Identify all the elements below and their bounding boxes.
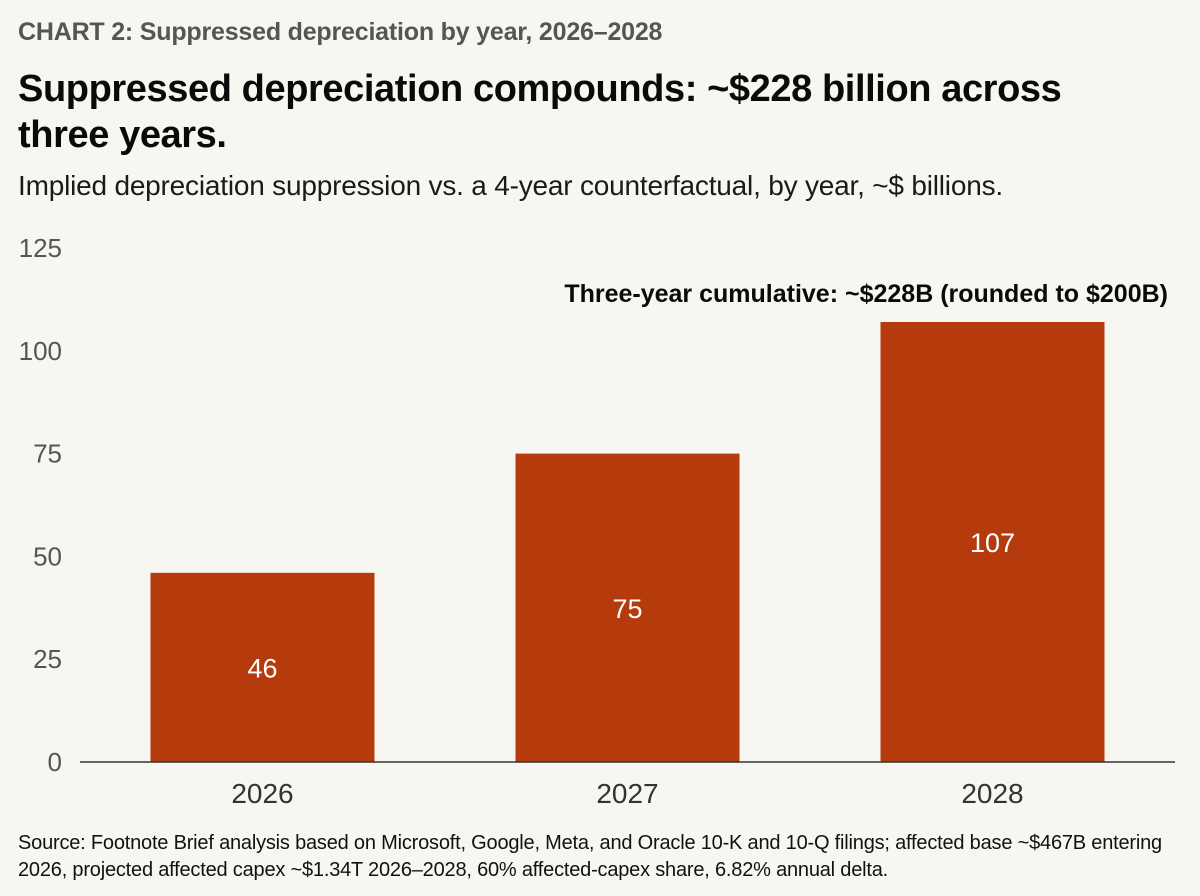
bar-2026 <box>150 572 375 762</box>
source-note: Source: Footnote Brief analysis based on… <box>18 832 1162 881</box>
chart-headline: Suppressed depreciation compounds: ~$228… <box>18 68 1062 156</box>
x-tick-label: 2027 <box>596 778 658 809</box>
y-tick-label: 25 <box>33 644 62 674</box>
y-tick-label: 0 <box>48 747 62 777</box>
bar-value-label: 46 <box>247 653 277 683</box>
y-tick-label: 125 <box>19 233 62 263</box>
x-tick-label: 2028 <box>961 778 1023 809</box>
bars: 46 75 107 <box>150 322 1105 762</box>
bar-value-label: 107 <box>970 528 1015 558</box>
bar-2027 <box>515 453 740 762</box>
bar-2028 <box>880 322 1105 762</box>
x-axis: 2026 2027 2028 <box>231 778 1023 809</box>
bar-value-label: 75 <box>612 594 642 624</box>
chart-subtitle: Implied depreciation suppression vs. a 4… <box>18 170 1003 201</box>
y-tick-label: 50 <box>33 541 62 571</box>
y-tick-label: 100 <box>19 336 62 366</box>
chart-eyebrow: CHART 2: Suppressed depreciation by year… <box>18 18 663 46</box>
cumulative-annotation: Three-year cumulative: ~$228B (rounded t… <box>564 280 1168 308</box>
y-tick-label: 75 <box>33 439 62 469</box>
y-axis: 0 25 50 75 100 125 <box>19 233 62 777</box>
x-tick-label: 2026 <box>231 778 293 809</box>
